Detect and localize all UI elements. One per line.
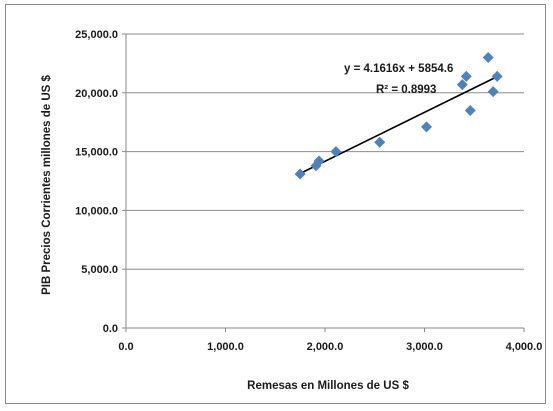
data-point <box>491 70 503 82</box>
data-point <box>313 155 325 167</box>
data-points <box>294 52 503 180</box>
y-axis-title: PIB Precios Corrientes millones de US $ <box>41 74 53 294</box>
x-axis-title: Remesas en Millones de US $ <box>247 380 409 392</box>
data-point <box>482 52 494 64</box>
data-point <box>456 79 468 91</box>
scatter-chart: 0.0 5,000.0 10,000.0 15,000.0 20,000.0 25,000… <box>41 29 542 392</box>
data-point <box>374 136 386 148</box>
x-tick-label: 0.0 <box>118 341 133 353</box>
x-tick-label: 1,000.0 <box>207 341 244 353</box>
x-tick-label: 3,000.0 <box>406 341 443 353</box>
data-point <box>460 70 472 82</box>
y-tick-label: 15,000.0 <box>75 147 118 159</box>
tick-labels: 0.0 5,000.0 10,000.0 15,000.0 20,000.0 25,000… <box>75 29 542 353</box>
trendline <box>299 75 498 175</box>
data-point <box>464 104 476 116</box>
x-tick-label: 4,000.0 <box>506 341 543 353</box>
tick-marks <box>122 33 525 332</box>
data-point <box>294 168 306 180</box>
chart-frame: 0.0 5,000.0 10,000.0 15,000.0 20,000.0 25,000… <box>5 4 546 404</box>
trendline-r-squared: R² = 0.8993 <box>376 84 436 96</box>
gridlines <box>126 33 524 270</box>
y-tick-label: 10,000.0 <box>75 205 118 217</box>
data-point <box>330 146 342 158</box>
y-tick-label: 25,000.0 <box>75 29 118 41</box>
data-point <box>420 121 432 133</box>
y-tick-label: 20,000.0 <box>75 88 118 100</box>
trendline-equation: y = 4.1616x + 5854.6 <box>344 63 453 75</box>
y-tick-label: 5,000.0 <box>81 264 118 276</box>
data-point <box>487 86 499 98</box>
x-tick-label: 2,000.0 <box>307 341 344 353</box>
y-tick-label: 0.0 <box>103 323 118 335</box>
